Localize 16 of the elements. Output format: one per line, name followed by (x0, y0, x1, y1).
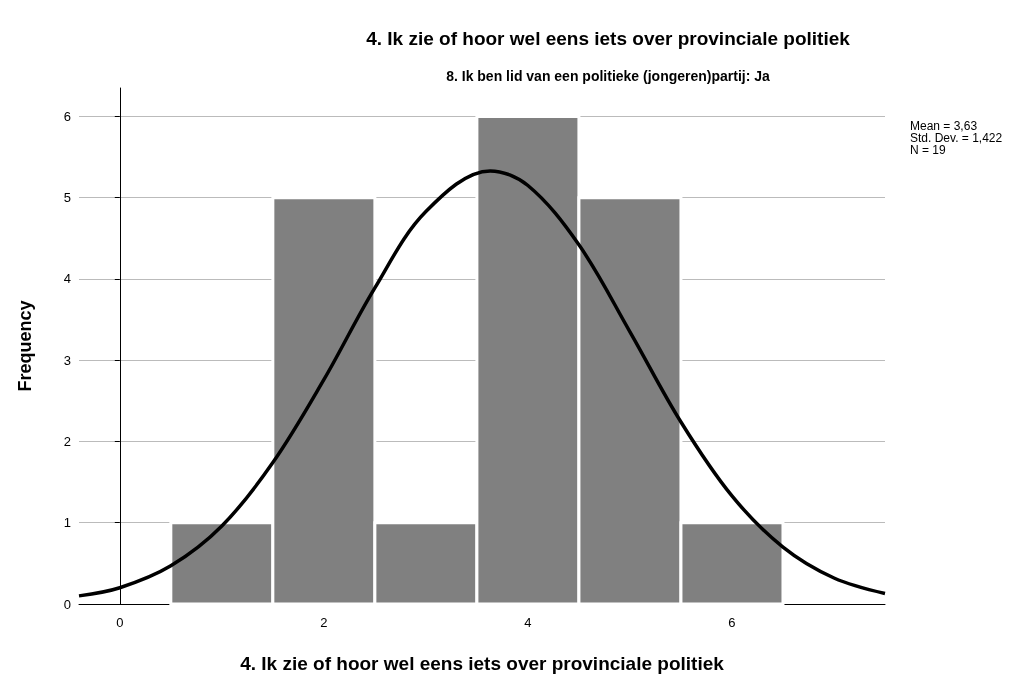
y-tick-label: 0 (63, 596, 71, 612)
y-tick-label: 6 (63, 108, 71, 124)
y-tick-label: 5 (63, 190, 71, 206)
chart-subtitle: 8. Ik ben lid van een politieke (jongeren)partij: Ja (446, 68, 771, 84)
x-tick-label: 4 (524, 615, 532, 630)
y-tick-label: 2 (63, 433, 71, 449)
text: Mean = 3,63 Std. Dev. = 1,422 N = 19 (910, 119, 1003, 157)
y-axis-title: Frequency (15, 300, 35, 392)
x-axis-title: 4. Ik zie of hoor wel eens iets over provinciale politiek (240, 653, 725, 674)
x-tick-label: 0 (116, 615, 124, 630)
x-tick-label: 2 (320, 615, 328, 630)
y-tick-label: 1 (63, 515, 71, 531)
y-tick-label: 3 (63, 352, 71, 368)
x-tick-label: 6 (728, 615, 736, 630)
y-tick-label: 4 (63, 271, 71, 287)
chart-title: 4. Ik zie of hoor wel eens iets over provinciale politiek (366, 28, 851, 49)
